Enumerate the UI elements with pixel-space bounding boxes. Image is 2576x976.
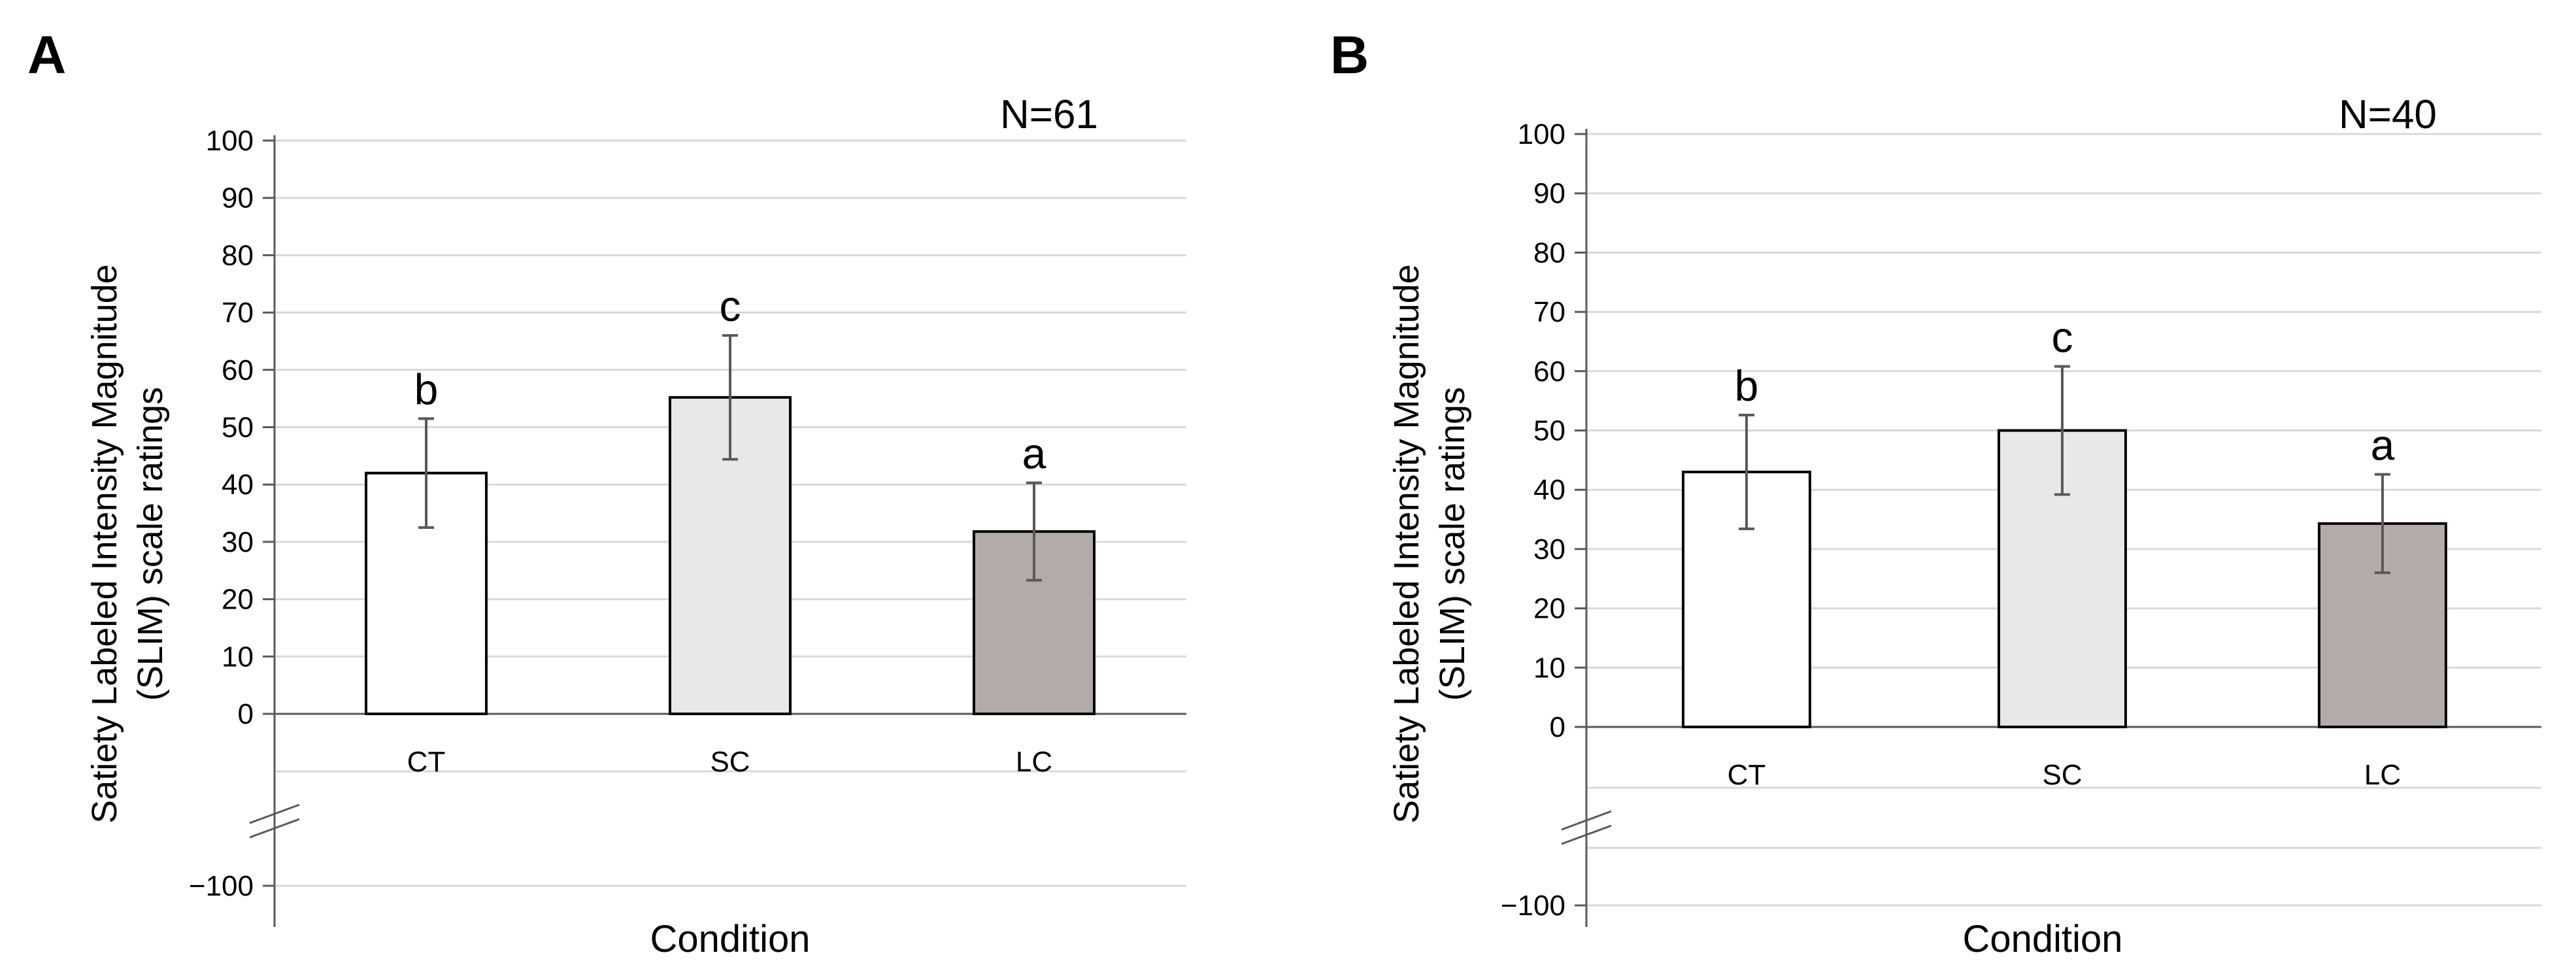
panel-a-significance-sc: c: [720, 282, 741, 330]
panel-b-axis-break-mark: [1561, 824, 1612, 845]
panel-a-y-axis-title: Satiety Labeled Intensity Magnitude (SLI…: [85, 264, 170, 824]
panel-b-y-tick-label: 0: [1550, 711, 1565, 743]
panel-b-y-tick-label: 70: [1533, 296, 1565, 328]
panel-a-y-tick-label: 80: [222, 239, 254, 271]
panel-a-axis-break-mark: [249, 803, 300, 824]
panel-b-significance-labels: b c a: [1735, 313, 2395, 469]
panel-a-y-tick-label: 30: [222, 526, 254, 558]
panel-b-y-tick-label: 60: [1533, 356, 1565, 388]
panel-a-y-tick-label: 20: [222, 584, 254, 616]
panel-a-significance-lc: a: [1022, 429, 1046, 478]
panel-b-category-labels: CT SC LC: [1728, 759, 2401, 791]
panel-b-y-axis-title-line2: (SLIM) scale ratings: [1433, 387, 1472, 701]
panel-b-label: B: [1330, 25, 1369, 85]
panel-a-label: A: [27, 25, 66, 85]
panel-b-significance-lc: a: [2371, 421, 2395, 469]
panel-b-significance-sc: c: [2052, 313, 2073, 362]
panel-a-error-bars: [418, 334, 1042, 582]
panel-b: B N=40 Satiety Labeled Intensity Magnitu…: [1330, 25, 2541, 960]
panel-a-y-tick-label: 40: [222, 469, 254, 501]
panel-b-y-axis-title: Satiety Labeled Intensity Magnitude (SLI…: [1387, 264, 1472, 824]
panel-b-x-axis-title: Condition: [1962, 918, 2122, 960]
panel-a-y-tick-label: 90: [222, 182, 254, 214]
panel-a-error-bar-ct: [418, 417, 434, 529]
panel-b-y-tick-label: 30: [1533, 533, 1565, 565]
panel-b-error-bars: [1739, 365, 2390, 575]
panel-b-y-axis-title-line1: Satiety Labeled Intensity Magnitude: [1387, 264, 1426, 824]
panel-a-y-tick-label: 10: [222, 641, 254, 673]
panel-a-category-label-ct: CT: [407, 746, 446, 778]
panel-a-y-axis-title-line2: (SLIM) scale ratings: [131, 387, 170, 701]
panel-a: A N=61 Satiety Labeled Intensity Magnitu…: [27, 25, 1186, 960]
panel-b-y-tick-label: 100: [1518, 118, 1565, 150]
panel-a-category-labels: CT SC LC: [407, 746, 1052, 778]
panel-b-y-tick-label: 10: [1533, 652, 1565, 684]
panel-a-error-bar-lc: [1026, 481, 1042, 582]
panel-a-y-tick-label-neg100: −100: [189, 870, 254, 902]
panel-b-error-bar-ct: [1739, 413, 1754, 531]
panel-a-y-tick-label: 60: [222, 354, 254, 386]
panel-b-significance-ct: b: [1735, 362, 1759, 410]
panel-b-category-label-lc: LC: [2364, 759, 2401, 791]
panel-a-y-tick-label: 100: [206, 125, 254, 157]
panel-a-significance-ct: b: [414, 365, 439, 413]
panel-b-error-bar-lc: [2375, 473, 2390, 575]
panel-b-y-tick-label: 80: [1533, 237, 1565, 269]
panel-b-y-tick-label: 90: [1533, 178, 1565, 210]
panel-b-category-label-sc: SC: [2042, 759, 2082, 791]
panel-b-y-tick-label: 50: [1533, 415, 1565, 447]
panel-a-y-tick-label: 50: [222, 412, 254, 444]
panel-b-axis-break-mark: [1561, 810, 1612, 831]
panel-a-n-label: N=61: [1000, 92, 1098, 137]
panel-a-axis-break-mark: [249, 818, 300, 839]
panel-a-y-tick-label: 70: [222, 297, 254, 329]
panel-a-error-bar-sc: [722, 334, 738, 461]
panel-b-category-label-ct: CT: [1728, 759, 1766, 791]
panel-a-significance-labels: b c a: [414, 282, 1046, 477]
panel-b-y-tick-label: 20: [1533, 593, 1565, 625]
panel-b-y-tick-label: 40: [1533, 474, 1565, 506]
panel-a-y-tick-label: 0: [238, 698, 254, 730]
panel-b-bars: [1682, 429, 2447, 728]
panel-a-category-label-lc: LC: [1016, 746, 1052, 778]
panel-a-category-label-sc: SC: [710, 746, 750, 778]
panel-b-error-bar-sc: [2054, 365, 2070, 496]
panel-a-y-axis-title-line1: Satiety Labeled Intensity Magnitude: [85, 264, 124, 824]
panel-b-n-label: N=40: [2339, 92, 2437, 137]
panel-b-y-tick-label-neg100: −100: [1501, 890, 1565, 922]
panel-a-x-axis-title: Condition: [650, 918, 810, 960]
